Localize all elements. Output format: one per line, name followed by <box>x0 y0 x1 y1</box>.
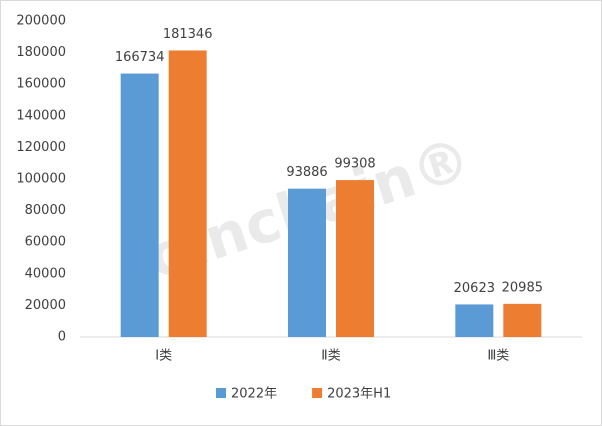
x-tick-label: Ⅱ类 <box>321 349 340 364</box>
y-tick-label: 40000 <box>25 266 66 281</box>
data-label: 181346 <box>163 27 213 42</box>
y-tick-label: 60000 <box>25 235 66 250</box>
y-tick-label: 200000 <box>16 14 66 29</box>
data-label: 99308 <box>334 157 375 172</box>
legend-label: 2023年H1 <box>327 387 391 402</box>
bar <box>120 73 159 338</box>
bar <box>288 188 326 337</box>
x-tick-label: Ⅲ类 <box>487 349 509 364</box>
y-tick-label: 140000 <box>16 108 66 123</box>
bar <box>455 304 494 337</box>
bar <box>168 50 207 337</box>
data-label: 20985 <box>502 280 543 295</box>
legend-swatch <box>216 388 226 398</box>
bar <box>503 303 542 337</box>
data-label: 166734 <box>115 50 165 65</box>
y-tick-label: 80000 <box>25 203 66 218</box>
y-tick-label: 180000 <box>16 45 66 60</box>
data-label: 20623 <box>454 281 495 296</box>
y-tick-label: 0 <box>58 330 66 345</box>
y-tick-label: 100000 <box>16 172 66 187</box>
x-tick-label: Ⅰ类 <box>155 349 172 364</box>
y-tick-label: 160000 <box>16 77 66 92</box>
legend-swatch <box>312 388 323 398</box>
legend-label: 2022年 <box>231 387 277 402</box>
bar <box>336 180 374 337</box>
y-tick-label: 20000 <box>25 298 66 313</box>
y-tick-label: 120000 <box>16 140 66 155</box>
data-label: 93886 <box>286 165 327 180</box>
